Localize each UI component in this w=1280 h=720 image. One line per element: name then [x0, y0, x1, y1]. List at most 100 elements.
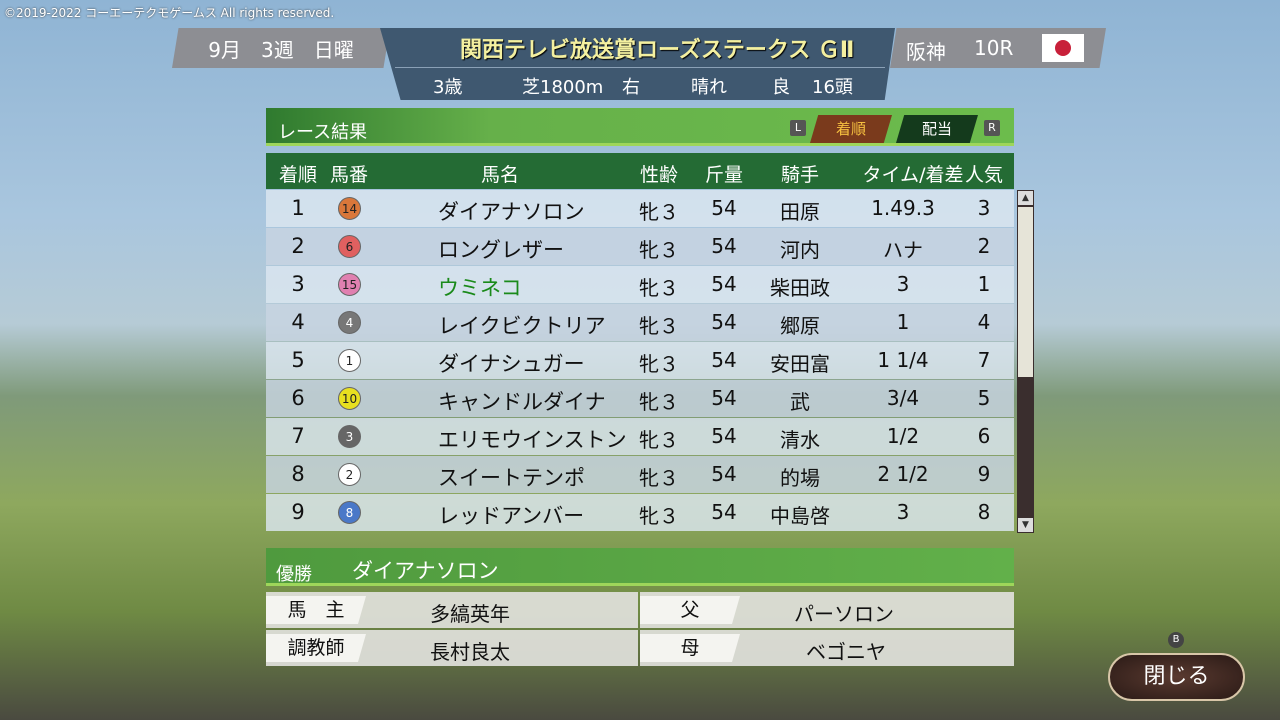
winner-name: ダイアナソロン	[352, 559, 499, 583]
venue: 阪神	[906, 40, 946, 64]
table-row[interactable]: 4 レイクビクトリア 牝３ 54 郷原 1 4 4	[266, 304, 1014, 341]
time-margin: 3	[896, 500, 910, 524]
horse-name: エリモウインストン	[438, 428, 627, 452]
time-margin: 1/2	[886, 424, 920, 448]
horse-name: ダイナシュガー	[438, 352, 585, 376]
popularity: 2	[977, 234, 991, 258]
table-row[interactable]: 9 レッドアンバー 牝３ 54 中島啓 3 8 8	[266, 494, 1014, 531]
col-number: 馬番	[329, 164, 369, 186]
horse-number-badge: 10	[338, 387, 361, 410]
trainer-row: 調教師 長村良太	[266, 630, 638, 666]
horse-number-badge: 4	[338, 311, 361, 334]
sire-row: 父 パーソロン	[640, 592, 1014, 628]
popularity: 4	[977, 310, 991, 334]
table-row[interactable]: 6 キャンドルダイナ 牝３ 54 武 3/4 5 10	[266, 380, 1014, 417]
race-course: 芝1800m	[522, 77, 604, 98]
jockey: 安田富	[770, 352, 830, 376]
divider	[395, 67, 885, 68]
popularity: 1	[977, 272, 991, 296]
jockey: 的場	[780, 466, 820, 490]
dam-row: 母 ベゴニヤ	[640, 630, 1014, 666]
race-info-panel	[380, 28, 895, 100]
race-age: 3歳	[433, 77, 463, 98]
position: 8	[291, 462, 305, 486]
tab-payouts[interactable]: 配当	[896, 115, 978, 143]
position: 6	[291, 386, 305, 410]
scrollbar[interactable]: ▲ ▼	[1017, 190, 1034, 533]
col-weight: 斤量	[704, 164, 744, 186]
weight: 54	[711, 234, 737, 258]
jockey: 中島啓	[770, 504, 830, 528]
position: 4	[291, 310, 305, 334]
horse-name: スイートテンポ	[438, 466, 585, 490]
r-button-icon[interactable]: R	[984, 120, 1000, 136]
month: 9月	[208, 37, 241, 62]
weight: 54	[711, 462, 737, 486]
popularity: 7	[977, 348, 991, 372]
position: 1	[291, 196, 305, 220]
owner-value: 多縞英年	[430, 602, 510, 626]
sex-age: 牝３	[639, 390, 679, 414]
weight: 54	[711, 500, 737, 524]
table-row[interactable]: 8 スイートテンポ 牝３ 54 的場 2 1/2 9 2	[266, 456, 1014, 493]
horse-name: ダイアナソロン	[438, 200, 585, 224]
winner-bar: 優勝 ダイアナソロン	[266, 548, 1014, 586]
popularity: 8	[977, 500, 991, 524]
time-margin: 1.49.3	[871, 196, 935, 220]
trainer-label: 調教師	[266, 634, 366, 662]
popularity: 5	[977, 386, 991, 410]
table-row[interactable]: 1 ダイアナソロン 牝３ 54 田原 1.49.3 3 14	[266, 190, 1014, 227]
tab-finish-order[interactable]: 着順	[810, 115, 892, 143]
results-header: レース結果 L 着順 配当 R	[266, 108, 1014, 146]
col-position: 着順	[278, 164, 318, 186]
l-button-icon[interactable]: L	[790, 120, 806, 136]
venue-panel: 阪神 10R	[890, 28, 1106, 68]
weight: 54	[711, 272, 737, 296]
horse-name: ロングレザー	[438, 238, 564, 262]
panel-title: レース結果	[278, 122, 368, 143]
dam-label: 母	[640, 634, 740, 662]
sex-age: 牝３	[639, 428, 679, 452]
japan-flag-icon	[1042, 34, 1084, 62]
scroll-down-icon[interactable]: ▼	[1018, 518, 1033, 532]
week: 3週	[261, 37, 294, 62]
time-margin: 2 1/2	[877, 462, 929, 486]
sex-age: 牝３	[639, 276, 679, 300]
race-direction: 右	[622, 77, 640, 98]
scroll-thumb[interactable]	[1018, 207, 1033, 377]
time-margin: 3/4	[886, 386, 920, 410]
jockey: 柴田政	[770, 276, 830, 300]
time-margin: 3	[896, 272, 910, 296]
col-time-margin: タイム/着差	[862, 164, 964, 186]
trainer-value: 長村良太	[430, 640, 510, 664]
table-row[interactable]: 5 ダイナシュガー 牝３ 54 安田富 1 1/4 7 1	[266, 342, 1014, 379]
sex-age: 牝３	[639, 200, 679, 224]
horse-name: ウミネコ	[438, 276, 522, 300]
date-panel: 9月 3週 日曜	[172, 28, 390, 68]
jockey: 郷原	[780, 314, 820, 338]
weight: 54	[711, 310, 737, 334]
time-margin: ハナ	[883, 238, 923, 262]
race-number: 10R	[974, 36, 1014, 60]
weight: 54	[711, 196, 737, 220]
scroll-up-icon[interactable]: ▲	[1018, 191, 1033, 205]
time-margin: 1	[896, 310, 910, 334]
horse-number-badge: 2	[338, 463, 361, 486]
weight: 54	[711, 424, 737, 448]
table-header: 着順 馬番 馬名 性齢 斤量 騎手 タイム/着差 人気	[266, 153, 1014, 189]
close-button[interactable]: 閉じる	[1108, 653, 1245, 701]
b-button-icon: B	[1168, 632, 1184, 648]
popularity: 6	[977, 424, 991, 448]
weight: 54	[711, 348, 737, 372]
race-name: 関西テレビ放送賞ローズステークス ＧⅡ	[460, 38, 855, 63]
table-row[interactable]: 7 エリモウインストン 牝３ 54 清水 1/2 6 3	[266, 418, 1014, 455]
owner-row: 馬 主 多縞英年	[266, 592, 638, 628]
winner-label: 優勝	[276, 564, 312, 585]
table-row[interactable]: 2 ロングレザー 牝３ 54 河内 ハナ 2 6	[266, 228, 1014, 265]
horse-number-badge: 3	[338, 425, 361, 448]
position: 2	[291, 234, 305, 258]
table-row[interactable]: 3 ウミネコ 牝３ 54 柴田政 3 1 15	[266, 266, 1014, 303]
horse-name: レッドアンバー	[438, 504, 585, 528]
owner-label: 馬 主	[266, 596, 366, 624]
jockey: 田原	[780, 200, 820, 224]
